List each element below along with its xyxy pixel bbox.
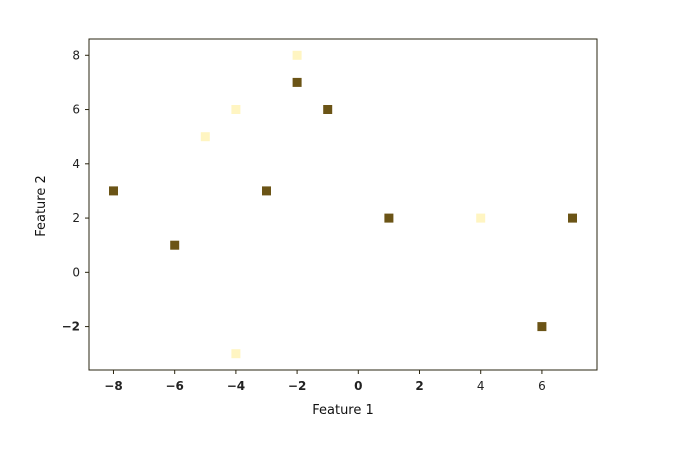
y-axis-label: Feature 2 [34, 175, 49, 237]
x-tick-label: 6 [538, 379, 546, 393]
data-point-10 [476, 213, 486, 223]
data-point-1 [170, 240, 180, 250]
y-tick-label: 2 [72, 211, 80, 225]
x-tick-label: −2 [288, 379, 306, 393]
plot-area [88, 38, 598, 371]
data-points [109, 50, 577, 359]
x-tick-label: −4 [227, 379, 245, 393]
data-point-0 [109, 186, 118, 196]
data-point-8 [323, 105, 333, 114]
x-tick-label: −8 [104, 379, 122, 393]
data-point-6 [292, 50, 302, 60]
x-tick-label: 4 [477, 379, 485, 393]
y-tick-label: 4 [72, 157, 80, 171]
y-tick-label: 8 [72, 48, 80, 62]
data-point-2 [200, 132, 210, 142]
x-tick-label: 2 [415, 379, 423, 393]
data-point-11 [537, 322, 547, 332]
data-point-5 [262, 186, 271, 196]
y-tick-label: 6 [72, 103, 80, 117]
data-point-4 [231, 349, 241, 359]
x-axis-label: Feature 1 [312, 403, 374, 418]
y-tick-label: 0 [72, 265, 80, 279]
data-point-7 [292, 77, 302, 87]
data-point-12 [568, 213, 577, 223]
data-point-9 [384, 213, 394, 223]
x-tick-label: −6 [165, 379, 183, 393]
x-tick-label: 0 [354, 379, 362, 393]
x-axis-ticks: −8 −6 −4 −2 0 2 4 6 [104, 370, 546, 393]
y-axis-ticks: −2 0 2 4 6 8 [62, 48, 89, 334]
data-point-3 [231, 105, 241, 114]
y-tick-label: −2 [62, 320, 80, 334]
